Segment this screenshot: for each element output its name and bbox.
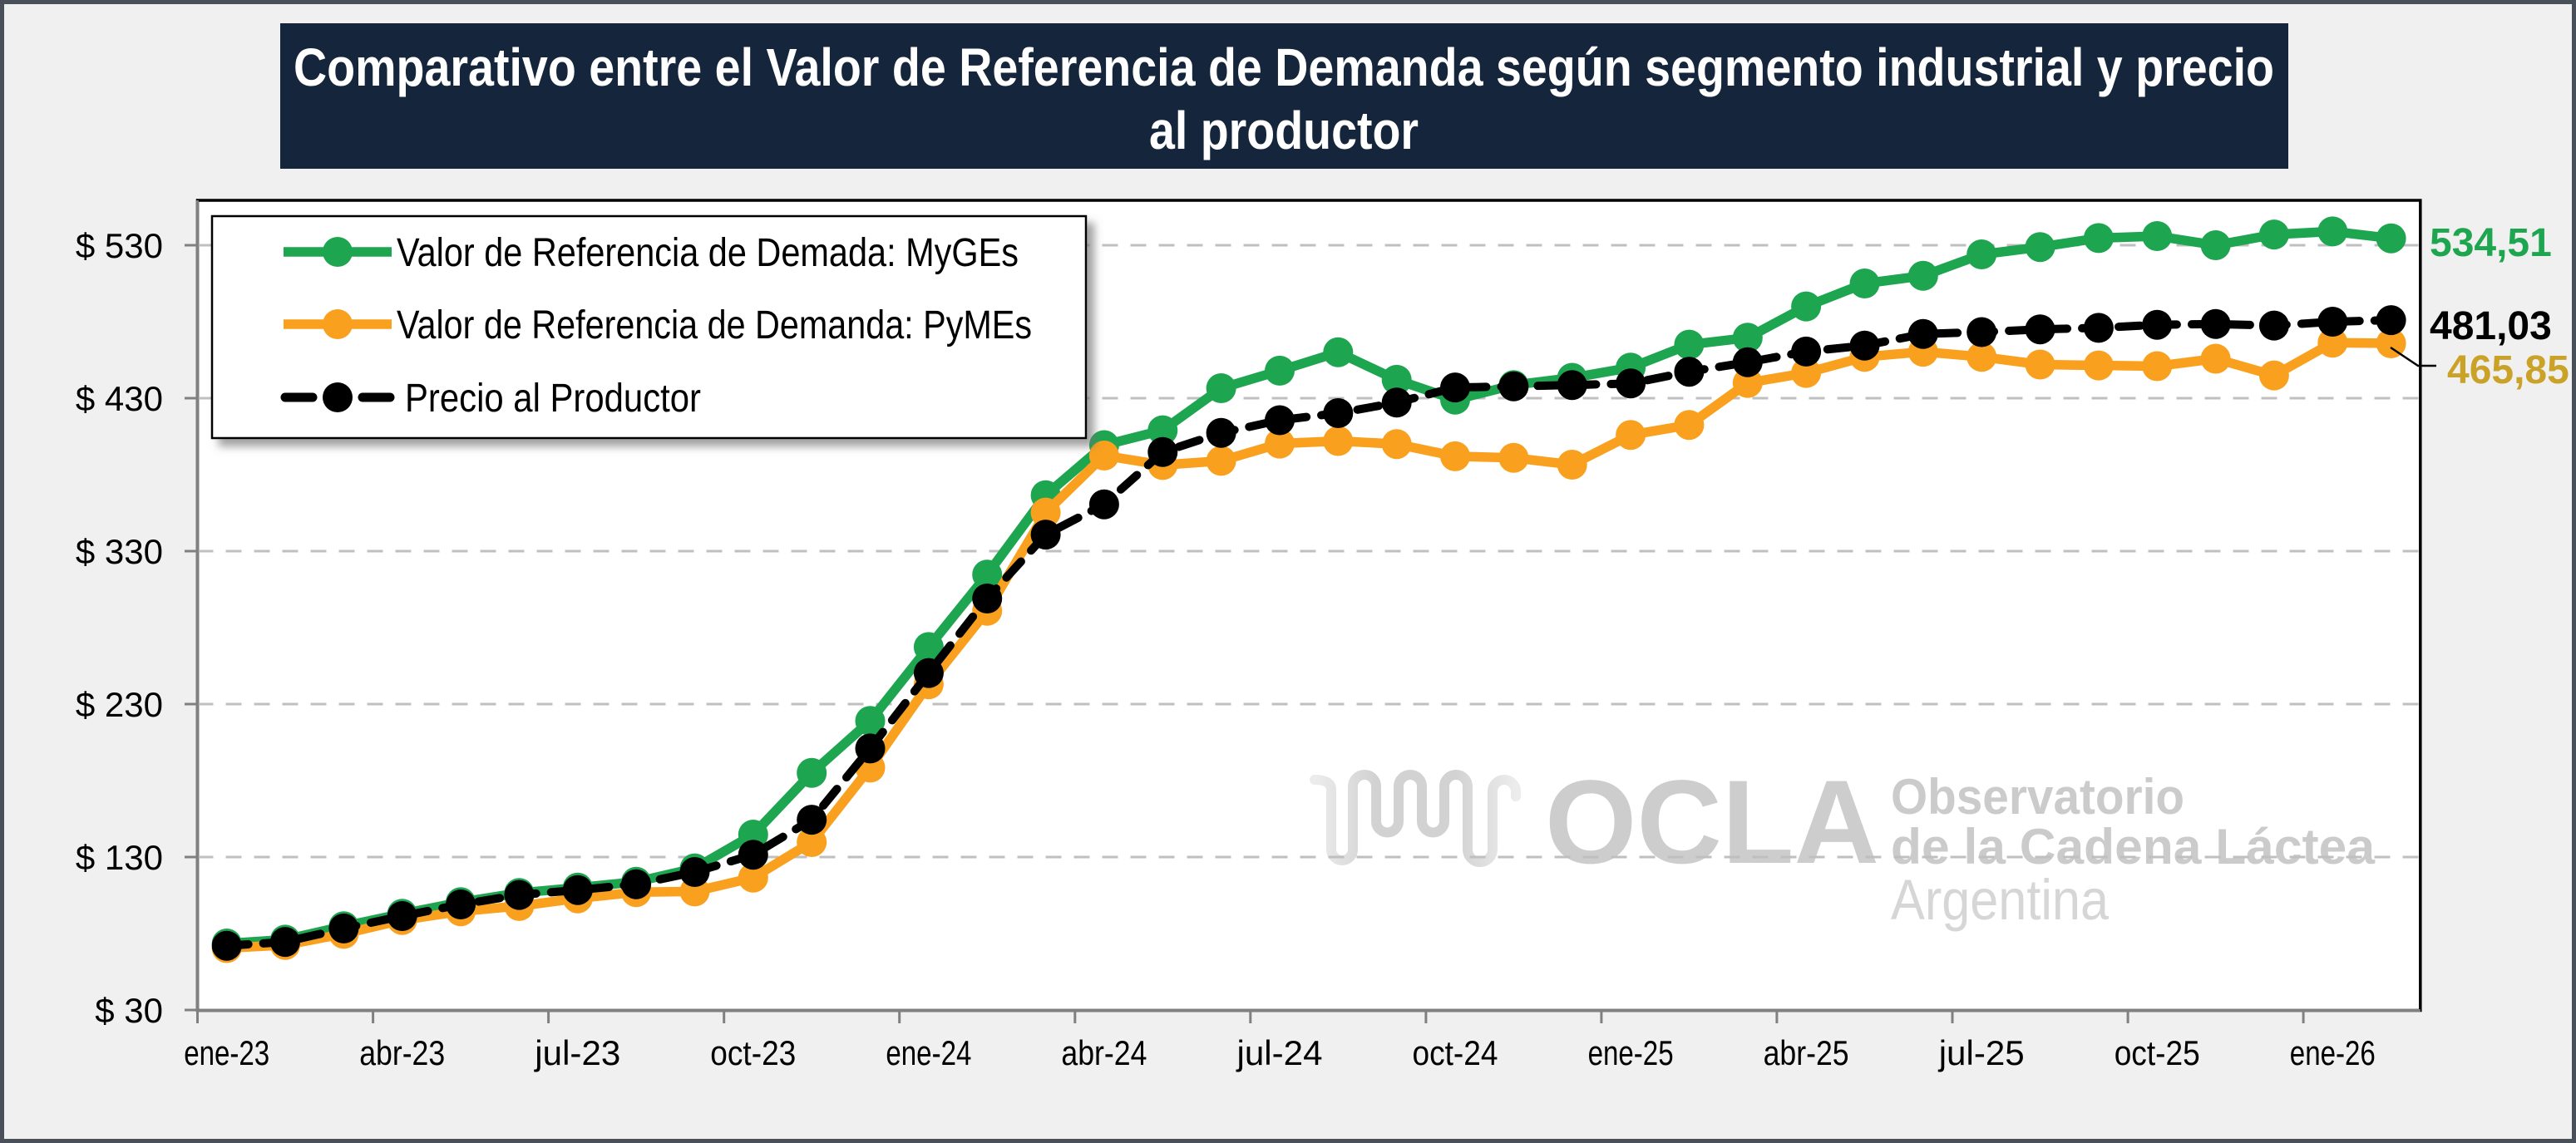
svg-text:ene-25: ene-25 [1588, 1033, 1674, 1072]
svg-text:$ 30: $ 30 [95, 991, 163, 1030]
svg-text:Valor de Referencia de Demada:: Valor de Referencia de Demada: MyGEs [397, 231, 1019, 275]
svg-text:$ 230: $ 230 [76, 685, 163, 724]
svg-text:Precio al Productor: Precio al Productor [405, 377, 701, 421]
svg-text:$ 530: $ 530 [76, 226, 163, 265]
svg-text:534,51: 534,51 [2430, 221, 2552, 265]
svg-text:abr-23: abr-23 [359, 1033, 445, 1072]
svg-text:Observatorio: Observatorio [1891, 769, 2184, 825]
svg-text:OCLA: OCLA [1545, 756, 1879, 889]
svg-text:$ 330: $ 330 [76, 532, 163, 571]
svg-text:oct-25: oct-25 [2115, 1033, 2200, 1072]
svg-text:Argentina: Argentina [1891, 868, 2110, 932]
svg-text:oct-24: oct-24 [1413, 1033, 1498, 1072]
svg-text:jul-25: jul-25 [1937, 1033, 2025, 1072]
svg-text:$ 430: $ 430 [76, 379, 163, 418]
svg-text:al productor: al productor [1149, 101, 1419, 160]
svg-text:ene-24: ene-24 [886, 1033, 971, 1072]
svg-text:abr-24: abr-24 [1061, 1033, 1147, 1072]
svg-text:$ 130: $ 130 [76, 838, 163, 877]
svg-text:Valor de Referencia de Demanda: Valor de Referencia de Demanda: PyMEs [397, 303, 1032, 347]
svg-text:Comparativo entre el Valor de: Comparativo entre el Valor de Referencia… [294, 37, 2274, 97]
svg-text:oct-23: oct-23 [710, 1033, 796, 1072]
svg-text:jul-23: jul-23 [533, 1033, 620, 1072]
svg-text:de la Cadena Láctea: de la Cadena Láctea [1891, 819, 2376, 874]
svg-text:ene-23: ene-23 [184, 1033, 269, 1072]
svg-text:465,85: 465,85 [2447, 348, 2569, 392]
svg-text:jul-24: jul-24 [1235, 1033, 1322, 1072]
svg-text:abr-25: abr-25 [1764, 1033, 1849, 1072]
svg-text:ene-26: ene-26 [2290, 1033, 2376, 1072]
svg-text:481,03: 481,03 [2430, 304, 2552, 348]
